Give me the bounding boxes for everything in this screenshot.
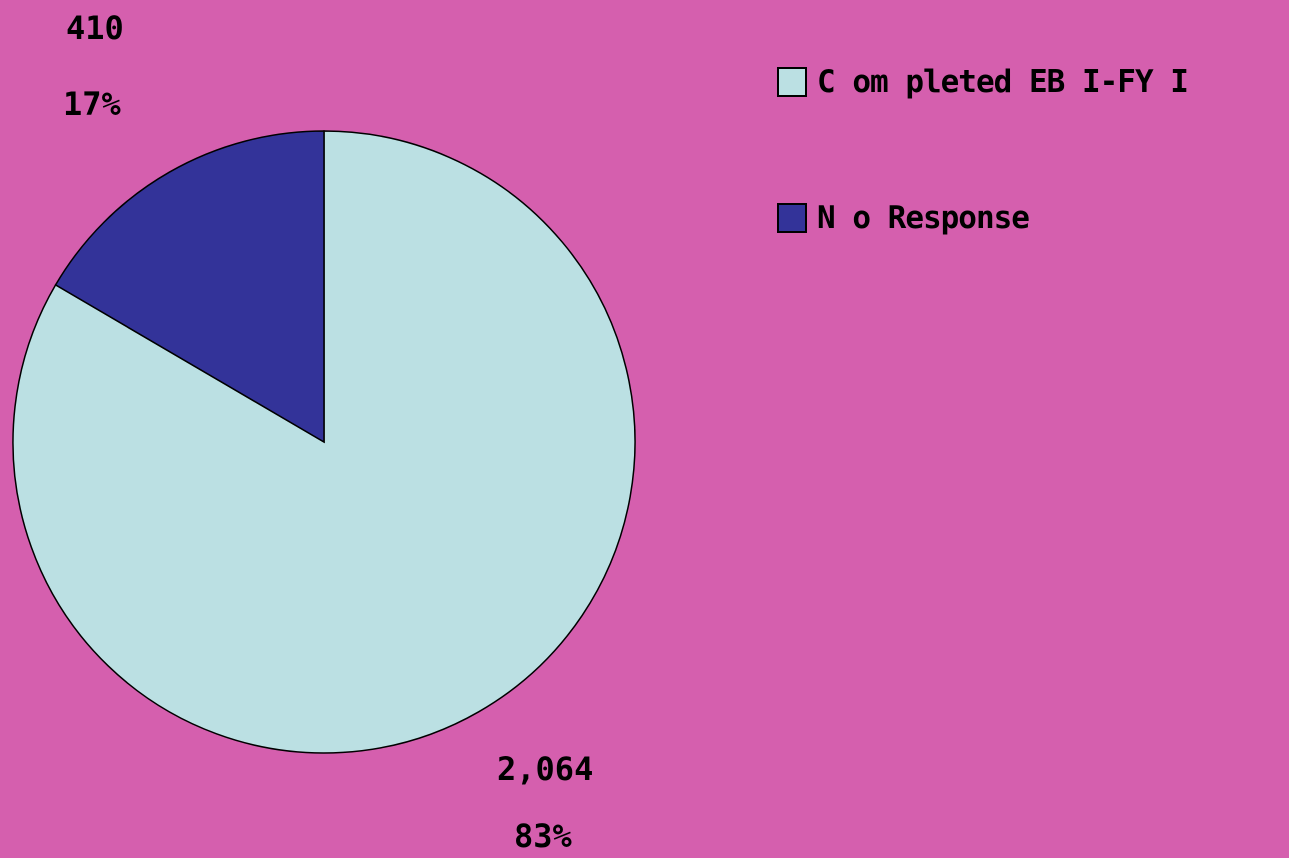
no-response-value-label: 410 xyxy=(66,9,124,47)
legend-item-no-response: N o Response xyxy=(777,198,1188,238)
legend-swatch-no-response xyxy=(777,203,807,233)
no-response-percent-label: 17% xyxy=(63,85,121,123)
completed-value-label: 2,064 xyxy=(497,750,594,788)
completed-percent-label: 83% xyxy=(514,817,572,855)
legend-label-no-response: N o Response xyxy=(817,200,1030,236)
pie-slice-completed xyxy=(12,130,636,754)
chart-legend: C om pleted EB I-FY I N o Response xyxy=(777,62,1189,334)
pie-slice-no-response xyxy=(54,130,325,444)
legend-item-completed: C om pleted EB I-FY I xyxy=(777,62,1189,102)
pie-slices xyxy=(12,130,636,754)
legend-swatch-completed xyxy=(777,67,807,97)
legend-label-completed: C om pleted EB I-FY I xyxy=(817,64,1189,100)
